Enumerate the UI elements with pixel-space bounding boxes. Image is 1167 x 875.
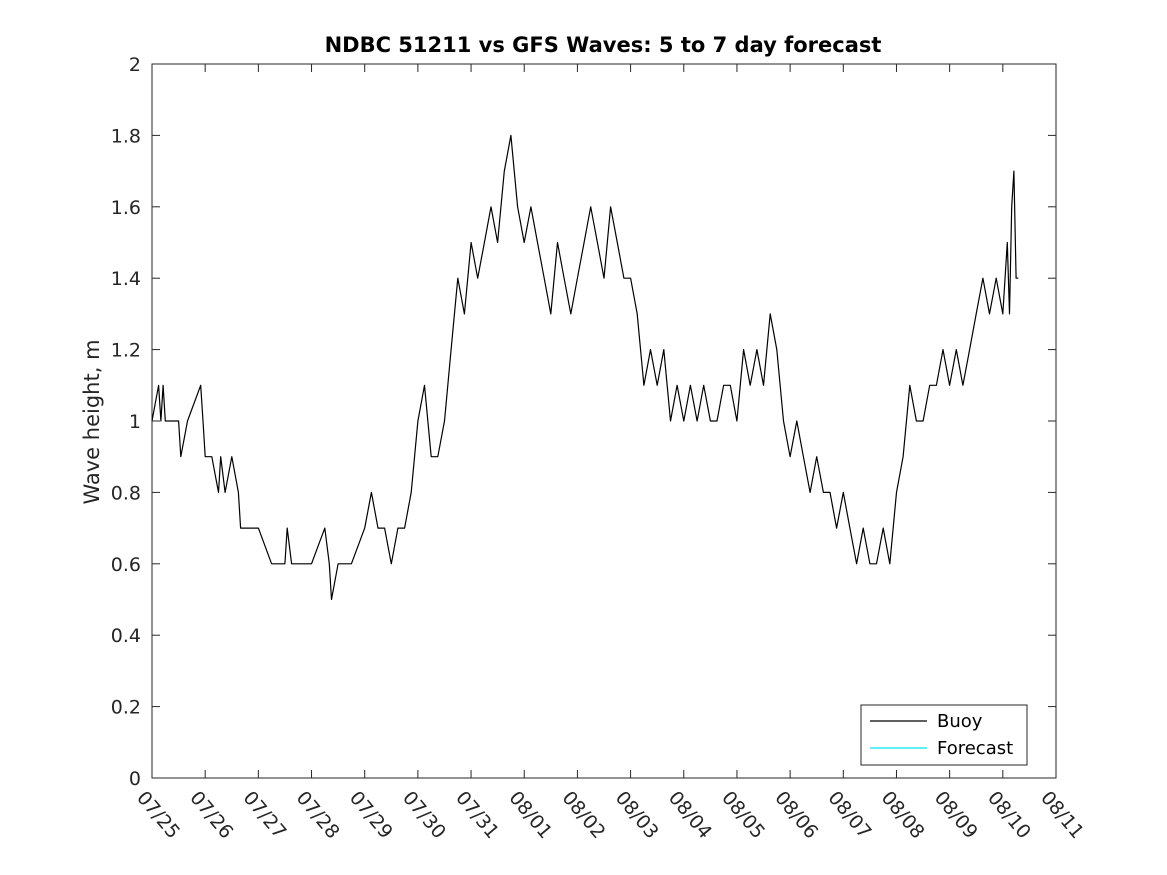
- y-tick-label: 2: [129, 54, 141, 76]
- plot-area: [152, 64, 1056, 778]
- y-tick-label: 0.6: [111, 554, 141, 576]
- chart-title: NDBC 51211 vs GFS Waves: 5 to 7 day fore…: [325, 33, 882, 57]
- y-tick-label: 1.2: [111, 340, 141, 362]
- legend-label-forecast: Forecast: [937, 738, 1013, 759]
- y-tick-label: 0.2: [111, 697, 141, 719]
- legend: Buoy Forecast: [860, 704, 1028, 766]
- series-line-buoy: [151, 134, 1019, 601]
- y-tick-label: 1: [129, 411, 141, 433]
- y-tick-label: 0.8: [111, 482, 141, 504]
- y-tick-label: 0.4: [111, 625, 141, 647]
- y-tick-label: 1.4: [111, 268, 141, 290]
- y-tick-label: 1.8: [111, 125, 141, 147]
- legend-box: [860, 704, 1028, 766]
- plot-series: [151, 134, 1019, 601]
- y-tick-label: 0: [129, 768, 141, 790]
- y-axis-label: Wave height, m: [80, 339, 104, 504]
- y-tick-label: 1.6: [111, 197, 141, 219]
- legend-label-buoy: Buoy: [937, 711, 983, 732]
